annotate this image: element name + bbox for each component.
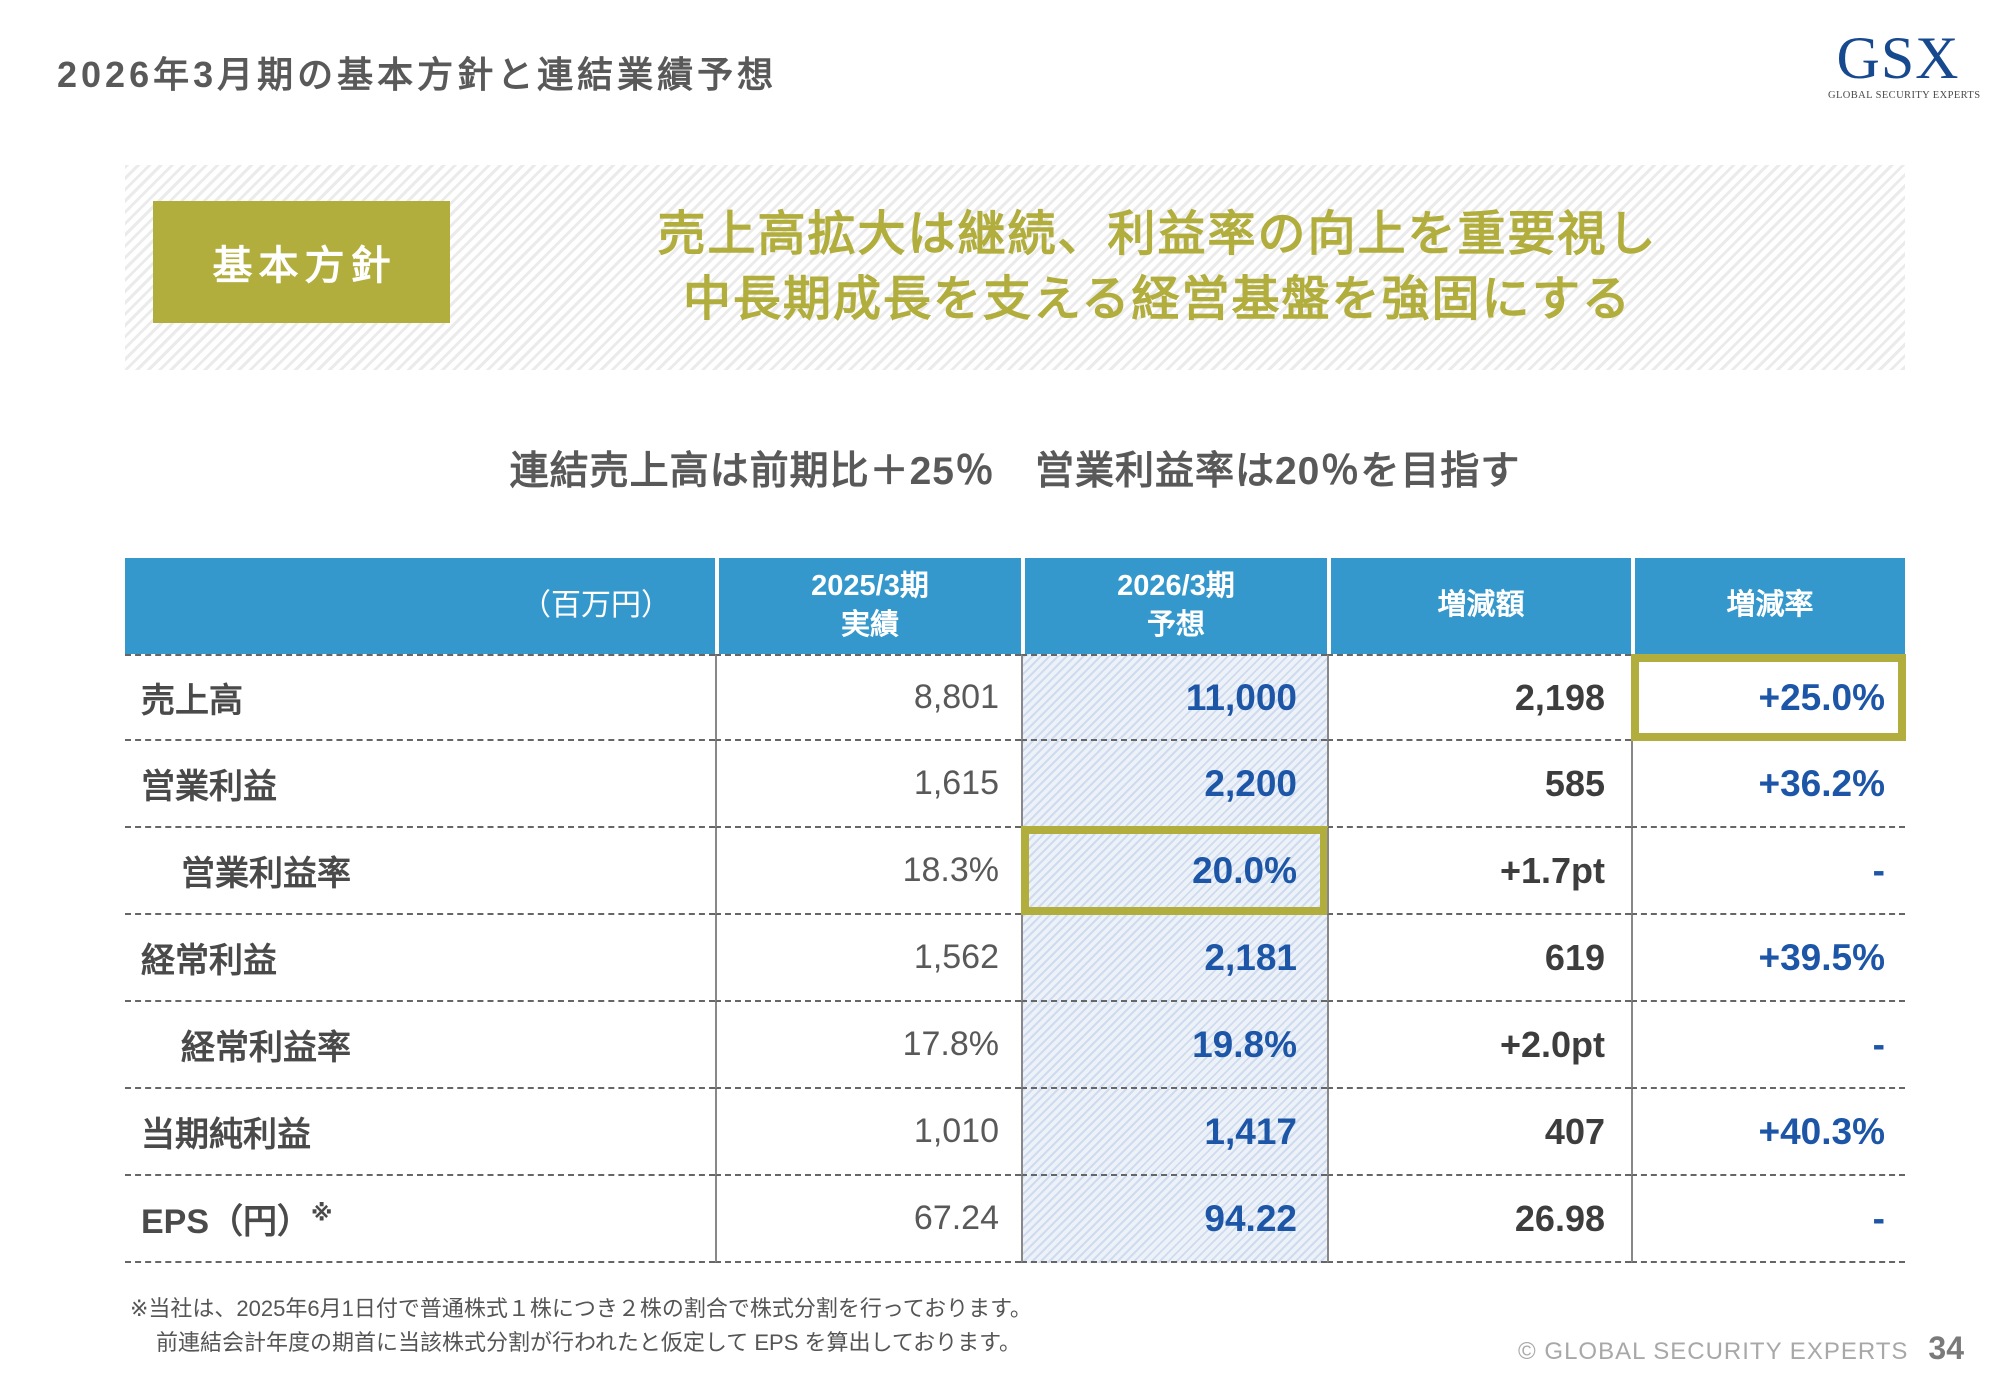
fy2025-value: 1,010 — [715, 1089, 1021, 1176]
header-fy2026-line2: 予想 — [1146, 609, 1205, 641]
fy2026-value: 94.22 — [1021, 1176, 1327, 1263]
change-value: 407 — [1327, 1089, 1631, 1176]
logo-tagline: GLOBAL SECURITY EXPERTS — [1828, 90, 1981, 101]
fy2025-value: 1,615 — [715, 741, 1021, 828]
logo-text: GSX — [1836, 25, 1960, 91]
footnote-line2: 前連結会計年度の期首に当該株式分割が行われたと仮定して EPS を算出しておりま… — [156, 1330, 1021, 1356]
policy-statement-line2: 中長期成長を支える経営基盤を強固にする — [682, 272, 1633, 326]
table-row-ordinary-income: 経常利益 1,562 2,181 619 +39.5% — [125, 915, 1905, 1002]
footnote: ※当社は、2025年6月1日付で普通株式１株につき２株の割合で株式分割を行ってお… — [130, 1292, 1032, 1360]
fy2025-value: 18.3% — [715, 828, 1021, 915]
rate-value: +25.0% — [1758, 676, 1885, 718]
row-label: 経常利益 — [125, 915, 715, 1002]
forecast-subtitle: 連結売上高は前期比＋25％ 営業利益率は20％を目指す — [509, 450, 1521, 493]
rate-value-highlighted: +25.0% — [1631, 654, 1906, 741]
forecast-table: （百万円） 2025/3期 実績 2026/3期 予想 増減額 増減率 売上高 … — [125, 558, 1906, 1263]
header-rate: 増減率 — [1631, 558, 1905, 654]
fy2026-value: 2,181 — [1021, 915, 1327, 1002]
change-value: 619 — [1327, 915, 1631, 1002]
header-fy2025: 2025/3期 実績 — [715, 558, 1021, 654]
table-row-eps: EPS（円）※ 67.24 94.22 26.98 - — [125, 1176, 1905, 1263]
fy2026-value: 11,000 — [1021, 654, 1327, 741]
change-value: 26.98 — [1327, 1176, 1631, 1263]
fy2025-value: 8,801 — [715, 654, 1021, 741]
row-label: 当期純利益 — [125, 1089, 715, 1176]
table-row-operating-margin: 営業利益率 18.3% 20.0% +1.7pt - — [125, 826, 1905, 915]
rate-value: - — [1631, 828, 1905, 915]
footnote-line1: ※当社は、2025年6月1日付で普通株式１株につき２株の割合で株式分割を行ってお… — [130, 1296, 1032, 1321]
header-fy2025-line2: 実績 — [840, 609, 899, 641]
header-fy2025-line1: 2025/3期 — [811, 569, 929, 602]
rate-value: +36.2% — [1631, 741, 1905, 828]
table-row-net-income: 当期純利益 1,010 1,417 407 +40.3% — [125, 1089, 1905, 1176]
policy-statement-line1: 売上高拡大は継続、利益率の向上を重要視し — [657, 207, 1658, 261]
slide-footer: © GLOBAL SECURITY EXPERTS 34 — [1518, 1330, 1964, 1367]
row-label: 営業利益 — [125, 741, 715, 828]
change-value: +1.7pt — [1327, 828, 1631, 915]
change-value: 585 — [1327, 741, 1631, 828]
page-title: 2026年3月期の基本方針と連結業績予想 — [57, 54, 778, 95]
row-label-text: EPS（円） — [141, 1203, 312, 1241]
fy2026-value: 20.0% — [1192, 849, 1297, 891]
header-unit-label: （百万円） — [125, 558, 715, 654]
header-fy2026-line1: 2026/3期 — [1117, 569, 1235, 602]
table-row-operating-income: 営業利益 1,615 2,200 585 +36.2% — [125, 741, 1905, 828]
table-row-ordinary-margin: 経常利益率 17.8% 19.8% +2.0pt - — [125, 1002, 1905, 1089]
row-label: EPS（円）※ — [125, 1176, 715, 1263]
fy2026-value: 2,200 — [1021, 741, 1327, 828]
policy-label-box: 基本方針 — [153, 201, 450, 323]
rate-value: +39.5% — [1631, 915, 1905, 1002]
change-value: 2,198 — [1327, 654, 1631, 741]
fy2025-value: 1,562 — [715, 915, 1021, 1002]
table-row-net-sales: 売上高 8,801 11,000 2,198 +25.0% — [125, 654, 1906, 741]
header-change: 増減額 — [1327, 558, 1631, 654]
change-value: +2.0pt — [1327, 1002, 1631, 1089]
rate-value: +40.3% — [1631, 1089, 1905, 1176]
rate-value: - — [1631, 1176, 1905, 1263]
eps-footnote-marker: ※ — [311, 1200, 333, 1226]
table-header-row: （百万円） 2025/3期 実績 2026/3期 予想 増減額 増減率 — [125, 558, 1905, 654]
fy2025-value: 17.8% — [715, 1002, 1021, 1089]
company-logo: GSX GLOBAL SECURITY EXPERTS — [1828, 25, 1981, 101]
rate-value: - — [1631, 1002, 1905, 1089]
policy-banner: 基本方針 売上高拡大は継続、利益率の向上を重要視し 中長期成長を支える経営基盤を… — [125, 165, 1905, 370]
policy-label: 基本方針 — [212, 244, 397, 288]
fy2026-value: 19.8% — [1021, 1002, 1327, 1089]
page-number: 34 — [1928, 1330, 1964, 1366]
header-fy2026: 2026/3期 予想 — [1021, 558, 1327, 654]
row-label: 売上高 — [125, 654, 715, 741]
row-label: 経常利益率 — [125, 1002, 715, 1089]
policy-statement: 売上高拡大は継続、利益率の向上を重要視し 中長期成長を支える経営基盤を強固にする — [450, 165, 1865, 370]
fy2025-value: 67.24 — [715, 1176, 1021, 1263]
row-label: 営業利益率 — [125, 828, 715, 915]
fy2026-value: 1,417 — [1021, 1089, 1327, 1176]
fy2026-value-highlighted: 20.0% — [1021, 826, 1328, 915]
copyright-text: © GLOBAL SECURITY EXPERTS — [1518, 1338, 1909, 1365]
